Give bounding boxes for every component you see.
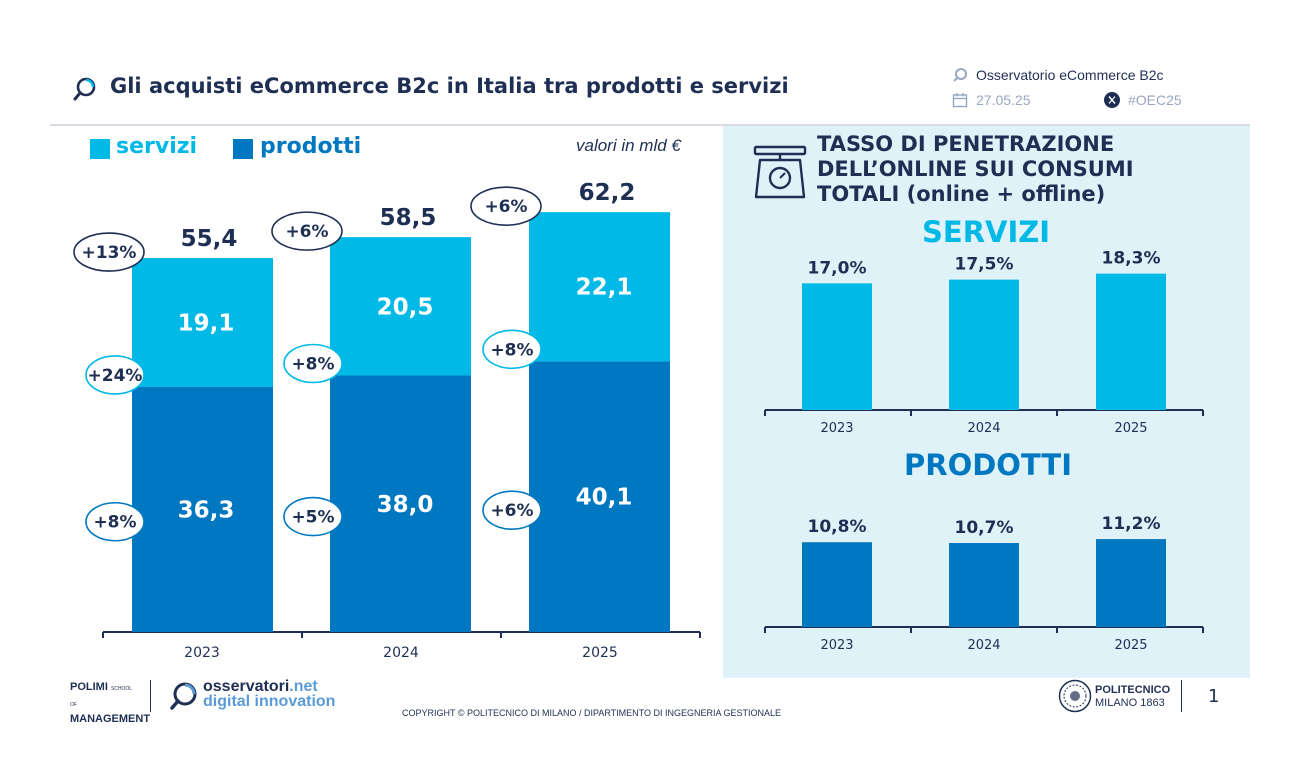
- prodotti-x-tick-label-2023: 2023: [820, 638, 853, 653]
- growth-prodotti-2025-bubble: [482, 490, 542, 530]
- total-label-2025: 62,2: [579, 180, 636, 206]
- value-label-prodotti-2024: 38,0: [377, 492, 434, 518]
- growth-total-2023-label: +13%: [82, 243, 137, 263]
- legend-swatch-prodotti: [233, 139, 253, 159]
- growth-total-2025-bubble: [470, 186, 542, 226]
- servizi-bar-2023: [802, 283, 872, 410]
- value-label-prodotti-2025: 40,1: [576, 485, 633, 511]
- magnifier-logo-icon: [73, 77, 96, 101]
- servizi-bar-2025: [1096, 273, 1166, 410]
- hashtag-label: #OEC25: [1128, 92, 1182, 108]
- panel-title: TASSO DI PENETRAZIONE DELL’ONLINE SUI CO…: [817, 132, 1217, 207]
- header-divider: [50, 124, 1250, 126]
- bar-prodotti-2024: [330, 375, 471, 632]
- polimi-logo-school: SCHOOL OF: [70, 686, 132, 708]
- growth-prodotti-2023-label: +8%: [93, 513, 136, 533]
- bar-servizi-2024: [330, 237, 471, 376]
- servizi-x-tick-label-2025: 2025: [1114, 421, 1147, 436]
- servizi-bar-2024: [949, 279, 1019, 410]
- growth-total-2025-label: +6%: [484, 197, 527, 217]
- growth-servizi-2023-bubble: [85, 355, 145, 395]
- legend-label-prodotti: prodotti: [260, 134, 362, 159]
- magnifier-icon: [953, 68, 967, 82]
- bar-servizi-2025: [529, 212, 670, 362]
- growth-servizi-2024-bubble: [283, 343, 343, 384]
- prodotti-x-tick-label-2024: 2024: [967, 638, 1000, 653]
- brand-label: Osservatorio eCommerce B2c: [976, 67, 1164, 83]
- servizi-x-tick-label-2023: 2023: [820, 421, 853, 436]
- bar-prodotti-2023: [132, 386, 273, 632]
- legend-swatch-servizi: [90, 139, 110, 159]
- politecnico-seal-icon: [1058, 679, 1092, 713]
- growth-total-2023-bubble: [73, 232, 145, 272]
- prodotti-penetration-chart: 10,8% 2023 10,7% 2024 11,2% 2025: [764, 514, 1204, 653]
- date-label: 27.05.25: [976, 92, 1031, 108]
- x-tick-label-2025: 2025: [582, 645, 618, 661]
- servizi-value-label-2023: 17,0%: [808, 258, 867, 278]
- politecnico-logo-line2: MILANO 1863: [1095, 697, 1165, 709]
- politecnico-logo: POLITECNICO MILANO 1863: [1095, 684, 1170, 710]
- panel-title-line1: TASSO DI PENETRAZIONE: [817, 132, 1115, 156]
- x-tick-label-2023: 2023: [184, 645, 220, 661]
- politecnico-logo-line1: POLITECNICO: [1095, 684, 1171, 696]
- polimi-management-logo: POLIMI SCHOOL OF MANAGEMENT: [70, 680, 151, 726]
- growth-total-2024-bubble: [271, 211, 343, 251]
- osservatori-logo: osservatori.net digital innovation: [203, 678, 336, 710]
- growth-prodotti-2025-label: +6%: [490, 501, 533, 521]
- page-title: Gli acquisti eCommerce B2c in Italia tra…: [110, 74, 789, 98]
- panel-title-line2: DELL’ONLINE SUI CONSUMI: [817, 157, 1134, 181]
- prodotti-bar-2023: [802, 542, 872, 627]
- value-label-servizi-2025: 22,1: [576, 275, 633, 301]
- prodotti-section-title: PRODOTTI: [904, 448, 1072, 482]
- prodotti-value-label-2025: 11,2%: [1102, 514, 1161, 534]
- servizi-value-label-2024: 17,5%: [955, 255, 1014, 275]
- value-label-servizi-2024: 20,5: [377, 294, 434, 320]
- logo-divider-right: [1181, 680, 1182, 712]
- panel-title-line3: TOTALI (online + offline): [817, 182, 1106, 206]
- polimi-logo-line1: POLIMI: [70, 681, 108, 693]
- prodotti-bar-2024: [949, 543, 1019, 627]
- growth-total-2024-label: +6%: [285, 222, 328, 242]
- units-label: valori in mld €: [576, 136, 681, 155]
- servizi-section-title: SERVIZI: [922, 215, 1051, 249]
- growth-prodotti-2024-label: +5%: [291, 508, 334, 528]
- total-label-2024: 58,5: [380, 205, 437, 231]
- bar-prodotti-2025: [529, 361, 670, 632]
- servizi-value-label-2025: 18,3%: [1102, 249, 1161, 269]
- osservatori-logo-tagline: digital innovation: [203, 693, 336, 710]
- value-label-servizi-2023: 19,1: [178, 311, 235, 337]
- stacked-bar-chart: 36,3 19,1 55,4 2023 +8% +24% +13% 38,0 20,5 58,5 2…: [73, 180, 701, 661]
- servizi-penetration-chart: 17,0% 2023 17,5% 2024 18,3% 2025: [764, 249, 1204, 436]
- copyright-text: COPYRIGHT © POLITECNICO DI MILANO / DIPA…: [402, 708, 782, 718]
- growth-servizi-2023-label: +24%: [88, 366, 143, 386]
- osservatori-logo-name: osservatori: [203, 678, 290, 695]
- page-number: 1: [1208, 686, 1220, 707]
- bar-servizi-2023: [132, 258, 273, 387]
- x-social-icon: [1104, 92, 1120, 108]
- growth-prodotti-2024-bubble: [283, 496, 343, 537]
- prodotti-x-tick-label-2025: 2025: [1114, 638, 1147, 653]
- growth-servizi-2024-label: +8%: [291, 355, 334, 375]
- prodotti-bar-2025: [1096, 539, 1166, 627]
- calendar-icon: [952, 93, 968, 108]
- legend-label-servizi: servizi: [116, 134, 198, 159]
- polimi-logo-line2: MANAGEMENT: [70, 713, 151, 725]
- total-label-2023: 55,4: [181, 226, 238, 252]
- scale-icon: [753, 145, 807, 199]
- osservatori-logo-icon: [170, 682, 197, 710]
- x-tick-label-2024: 2024: [383, 645, 419, 661]
- growth-prodotti-2023-bubble: [85, 501, 145, 542]
- value-label-prodotti-2023: 36,3: [178, 497, 235, 523]
- servizi-x-tick-label-2024: 2024: [967, 421, 1000, 436]
- osservatori-logo-tld: .net: [289, 678, 318, 695]
- prodotti-value-label-2023: 10,8%: [808, 517, 867, 537]
- growth-servizi-2025-label: +8%: [490, 340, 533, 360]
- prodotti-value-label-2024: 10,7%: [955, 518, 1014, 538]
- growth-servizi-2025-bubble: [482, 329, 542, 370]
- logo-divider: [150, 680, 151, 712]
